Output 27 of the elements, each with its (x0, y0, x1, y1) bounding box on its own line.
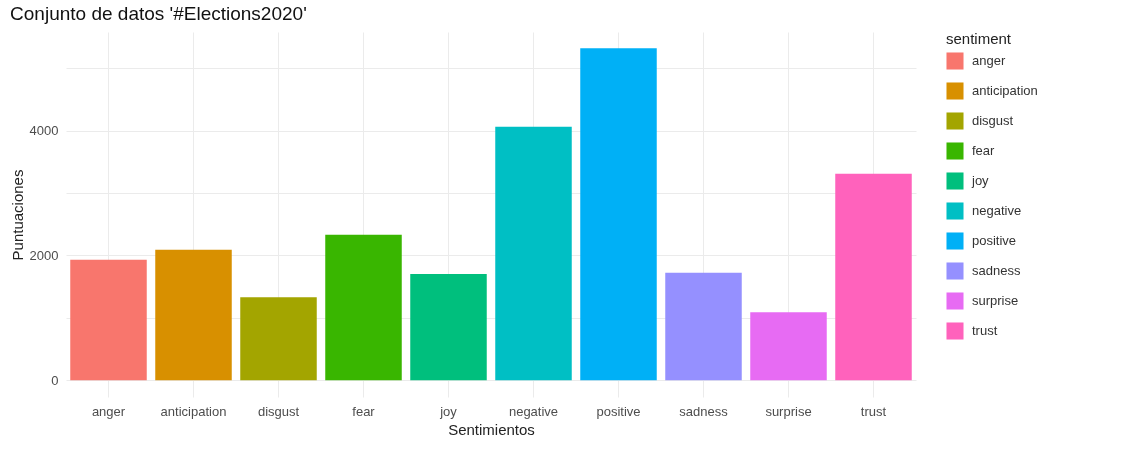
x-tick-label: surprise (765, 403, 812, 419)
legend-label: positive (972, 233, 1017, 248)
x-tick-label: disgust (257, 403, 300, 419)
legend-label: joy (971, 173, 990, 188)
y-axis-title: Puntuaciones (8, 169, 26, 261)
legend-title: sentiment (946, 30, 1012, 47)
legend-label: sadness (972, 263, 1021, 278)
legend-label: surprise (972, 293, 1019, 308)
x-axis-title: Sentimientos (448, 420, 535, 438)
chart-title: Conjunto de datos '#Elections2020' (10, 3, 307, 24)
x-tick-label: negative (508, 403, 559, 419)
y-tick-label: 2000 (29, 247, 59, 263)
x-tick-label: anticipation (160, 403, 227, 419)
legend-label: disgust (972, 113, 1014, 128)
y-tick-label: 4000 (29, 123, 59, 139)
legend-label: anticipation (972, 83, 1038, 98)
x-tick-label: joy (439, 403, 458, 419)
y-tick-label: 0 (51, 372, 59, 388)
legend-label: trust (972, 323, 998, 338)
legend-label: anger (972, 53, 1006, 68)
x-tick-label: anger (91, 403, 126, 419)
x-tick-label: sadness (679, 403, 729, 419)
x-tick-label: fear (352, 403, 376, 419)
legend-label: fear (972, 143, 996, 158)
legend-label: negative (972, 203, 1022, 218)
x-tick-label: trust (860, 403, 887, 419)
x-tick-label: positive (596, 403, 641, 419)
